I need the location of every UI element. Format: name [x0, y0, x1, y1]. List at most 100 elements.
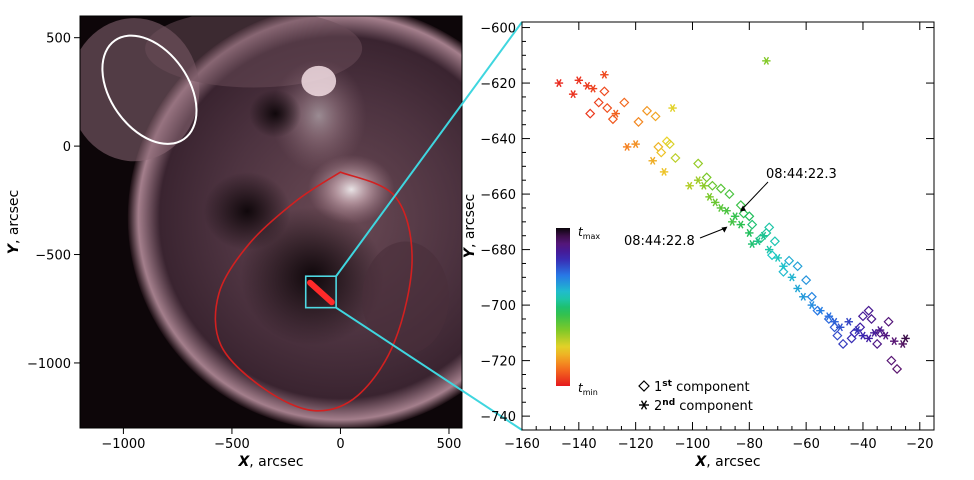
asterisk-point	[722, 206, 731, 215]
zoom-box	[304, 275, 337, 309]
diamond-point	[855, 322, 866, 333]
diamond-point	[806, 291, 817, 302]
asterisk-point	[773, 253, 782, 262]
diamond-point	[892, 363, 903, 374]
diamond-point	[585, 108, 596, 119]
annotation-arrow-2	[699, 227, 727, 239]
diamond-point	[715, 183, 726, 194]
left-ytick-label: −1000	[27, 357, 71, 372]
white-contour-ellipse	[101, 34, 198, 145]
asterisk-point	[853, 326, 862, 335]
diamond-point	[766, 250, 778, 261]
left-xaxis-label: X, arcsec	[237, 454, 303, 470]
asterisk-point	[836, 323, 845, 332]
left-yaxis-label: Y, arcsec	[6, 190, 22, 254]
bright-kernel	[301, 65, 337, 97]
right-ytick-label: −680	[480, 244, 516, 259]
diamond-point	[701, 172, 712, 183]
right-axes-frame	[521, 21, 935, 431]
asterisk-point	[622, 142, 632, 151]
connector-line-bottom	[335, 306, 523, 431]
zoom-connectors	[335, 21, 523, 431]
diamond-point	[641, 105, 653, 116]
legend-label: 1st component	[654, 379, 750, 395]
asterisk-point	[787, 273, 797, 282]
asterisk-point	[765, 245, 774, 254]
diamond-point	[670, 152, 681, 164]
asterisk-point	[858, 331, 868, 340]
asterisk-point	[699, 181, 709, 190]
asterisk-point	[736, 220, 745, 229]
right-ytick-label: −640	[480, 133, 516, 148]
colorbar	[556, 228, 570, 386]
right-ytick-label: −600	[480, 22, 516, 37]
asterisk-point	[793, 284, 802, 293]
diamond-point	[784, 255, 795, 266]
diamond-point	[744, 211, 755, 222]
asterisk-point	[648, 156, 657, 165]
diamond-point	[769, 236, 780, 247]
diamond-point	[857, 311, 869, 322]
asterisk-point	[864, 334, 873, 343]
diamond-point	[735, 200, 746, 211]
left-ytick-label: −500	[35, 249, 71, 264]
asterisk-point	[659, 167, 669, 176]
diamond-point	[764, 222, 775, 233]
diamond-point	[832, 330, 843, 341]
right-xtick-label: −120	[618, 437, 654, 452]
right-xaxis-label: X, arcsec	[694, 454, 760, 470]
diamond-point	[747, 219, 758, 230]
diamond-point	[650, 111, 661, 122]
annotation-arrowhead-1	[739, 205, 746, 212]
diamond-point	[823, 313, 834, 325]
diamond-point	[838, 338, 849, 350]
right-xtick-label: −160	[504, 437, 540, 452]
asterisk-point	[554, 79, 564, 88]
annotation-label-2: 08:44:22.8	[624, 234, 695, 249]
left-axes-frame	[79, 15, 463, 429]
dark-region-upper	[249, 89, 302, 138]
asterisk-point	[588, 84, 598, 93]
colorbar-top-label: tmax	[578, 225, 600, 241]
diamond-point	[738, 208, 749, 219]
asterisk-point	[807, 301, 817, 310]
asterisk-point	[611, 109, 620, 118]
left-xtick-label: −500	[214, 437, 250, 452]
asterisk-point	[747, 240, 757, 249]
diamond-point	[724, 189, 735, 200]
right-ytick-label: −740	[480, 410, 516, 425]
diamond-point	[664, 139, 675, 150]
right-disk-region	[362, 241, 449, 355]
legend-label: 2nd component	[654, 398, 753, 414]
diamond-point	[607, 114, 618, 125]
asterisk-point	[799, 292, 808, 301]
left-xtick-label: −1000	[101, 437, 145, 452]
right-ytick-label: −720	[480, 355, 516, 370]
asterisk-point	[779, 262, 788, 271]
asterisk-point	[816, 306, 825, 315]
annotation-label-1: 08:44:22.3	[766, 167, 837, 182]
diamond-point	[872, 338, 883, 350]
diamond-point	[886, 355, 897, 366]
diamond-point	[602, 102, 613, 114]
asterisk-point	[745, 228, 754, 237]
asterisk-point	[753, 237, 763, 246]
asterisk-point	[875, 326, 885, 335]
right-ytick-label: −700	[480, 299, 516, 314]
right-xtick-label: −80	[736, 437, 763, 452]
asterisk-point	[824, 312, 834, 321]
active-region-upper	[271, 59, 367, 173]
left-ytick-label: 0	[63, 140, 71, 155]
left-xtick-label: 0	[336, 437, 344, 452]
diamond-point	[619, 97, 630, 108]
diamond-point	[874, 327, 886, 338]
asterisk-point	[693, 176, 703, 185]
asterisk-point	[870, 328, 879, 337]
diamond-point	[829, 322, 840, 333]
asterisk-point	[901, 334, 910, 343]
right-xtick-label: −20	[906, 437, 933, 452]
left-xtick-label: 500	[437, 437, 462, 452]
asterisk-point	[668, 104, 677, 113]
asterisk-point	[583, 81, 592, 90]
